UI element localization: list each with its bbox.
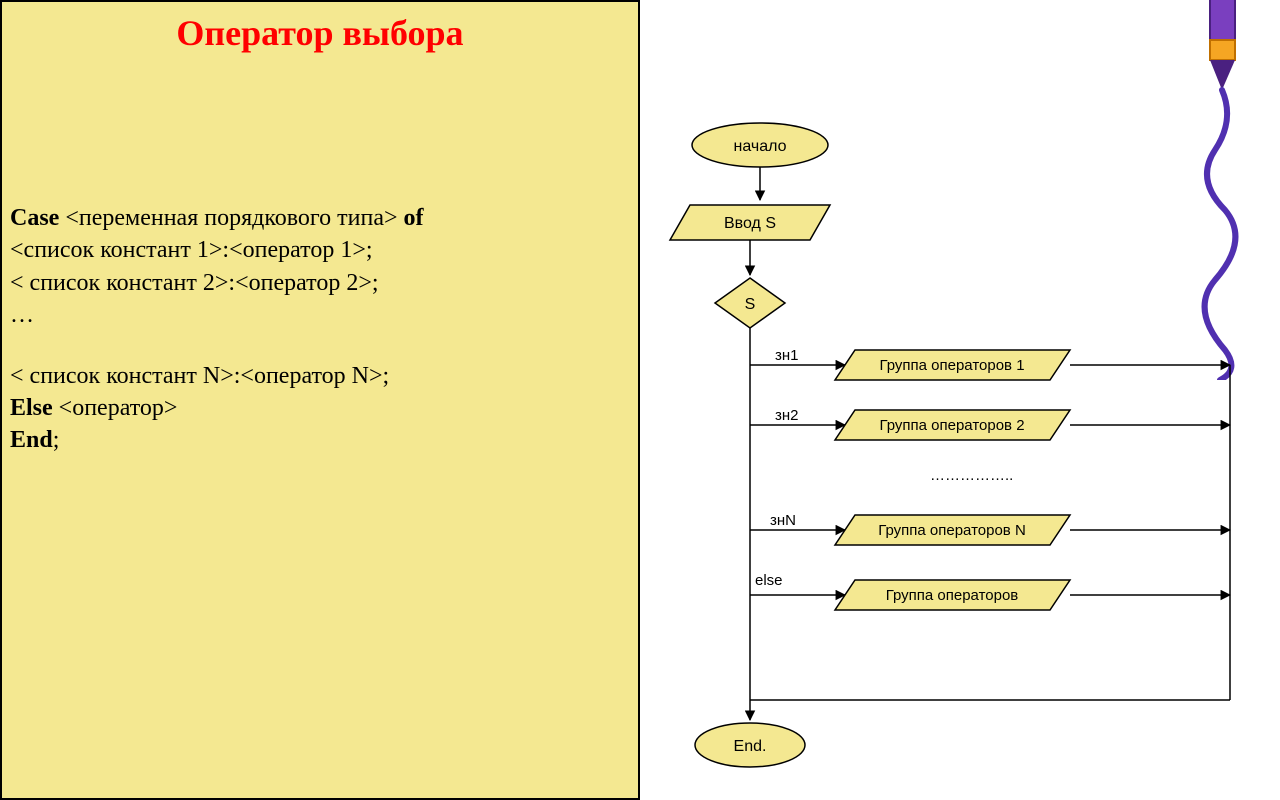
page-title: Оператор выбора — [2, 12, 638, 54]
flow-start-text: начало — [733, 138, 786, 155]
svg-text:знN: знN — [770, 512, 796, 529]
kw-end: End — [10, 427, 53, 453]
flow-input-text: Ввод S — [724, 215, 776, 232]
flow-end-text: End. — [734, 738, 767, 755]
flow-decision-text: S — [745, 296, 756, 313]
kw-case: Case — [10, 205, 59, 231]
kw-else: Else — [10, 395, 53, 421]
code-block: Case <переменная порядкового типа> of <с… — [10, 202, 424, 457]
svg-text:Группа операторов 2: Группа операторов 2 — [879, 417, 1024, 434]
slide-box: Оператор выбора Case <переменная порядко… — [0, 0, 640, 800]
kw-of: of — [404, 205, 424, 231]
svg-text:else: else — [755, 572, 783, 589]
svg-text:зн1: зн1 — [775, 347, 799, 364]
svg-text:Группа операторов 1: Группа операторов 1 — [879, 357, 1024, 374]
flowchart: начало Ввод S S зн1 Группа операторов 1 … — [640, 0, 1280, 800]
svg-text:Группа операторов N: Группа операторов N — [878, 522, 1026, 539]
svg-text:зн2: зн2 — [775, 407, 799, 424]
svg-text:……………..: …………….. — [930, 467, 1013, 484]
svg-text:Группа операторов: Группа операторов — [886, 587, 1019, 604]
